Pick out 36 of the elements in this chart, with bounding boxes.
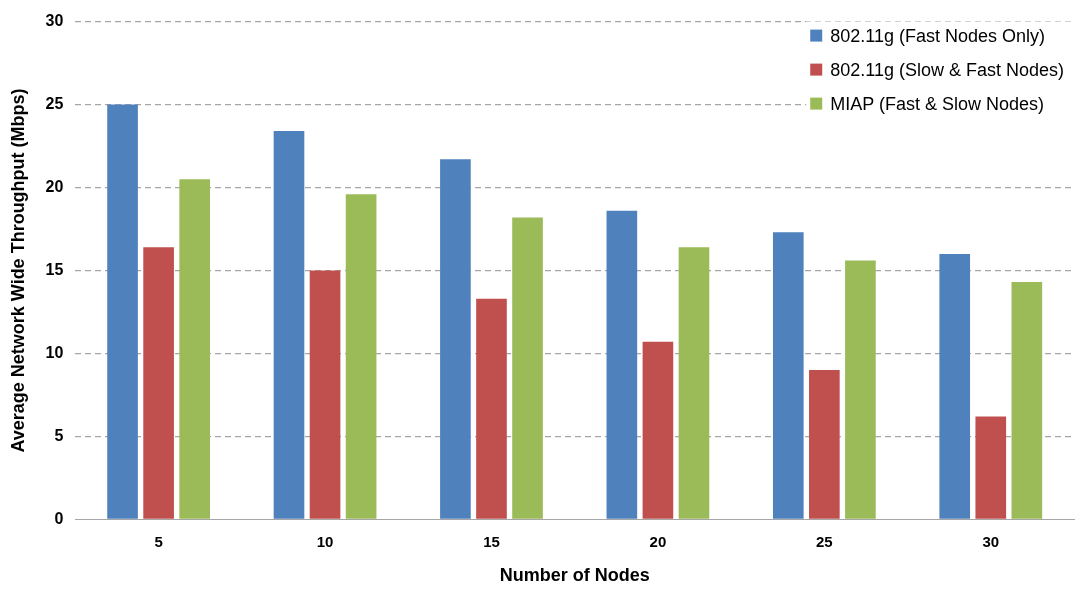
legend-label: 802.11g (Slow & Fast Nodes) bbox=[830, 59, 1064, 80]
x-tick-label: 5 bbox=[154, 532, 163, 550]
bar bbox=[345, 194, 377, 519]
x-tick-label: 15 bbox=[483, 532, 500, 550]
legend-label: MIAP (Fast & Slow Nodes) bbox=[830, 93, 1044, 114]
y-tick-label: 0 bbox=[54, 509, 64, 527]
x-tick-label: 25 bbox=[816, 532, 833, 550]
bar bbox=[606, 210, 638, 519]
y-tick-label: 20 bbox=[45, 177, 64, 195]
x-axis-title: Number of Nodes bbox=[499, 565, 650, 586]
bar bbox=[440, 159, 471, 519]
bar bbox=[809, 370, 840, 519]
y-tick-label: 10 bbox=[45, 343, 64, 361]
bar bbox=[845, 260, 876, 519]
bar bbox=[512, 217, 543, 519]
bar bbox=[678, 247, 710, 519]
bar bbox=[107, 104, 138, 519]
bar bbox=[273, 131, 305, 519]
x-tick-label: 30 bbox=[982, 532, 1000, 550]
x-tick-label: 20 bbox=[649, 532, 667, 550]
bar bbox=[975, 416, 1007, 519]
bar bbox=[1011, 282, 1043, 519]
bar bbox=[309, 270, 341, 519]
bar bbox=[939, 253, 971, 519]
y-axis-title: Average Network Wide Throughput (Mbps) bbox=[7, 88, 28, 453]
y-tick-label: 15 bbox=[45, 260, 64, 278]
y-tick-label: 30 bbox=[45, 12, 64, 30]
bar bbox=[772, 232, 804, 519]
bar bbox=[476, 298, 507, 519]
bar bbox=[143, 247, 174, 519]
bar bbox=[642, 341, 674, 519]
x-tick-label: 10 bbox=[316, 532, 334, 550]
y-tick-label: 25 bbox=[45, 94, 64, 112]
y-tick-label: 5 bbox=[54, 426, 64, 444]
legend-label: 802.11g (Fast Nodes Only) bbox=[830, 25, 1045, 46]
bar bbox=[179, 179, 210, 519]
